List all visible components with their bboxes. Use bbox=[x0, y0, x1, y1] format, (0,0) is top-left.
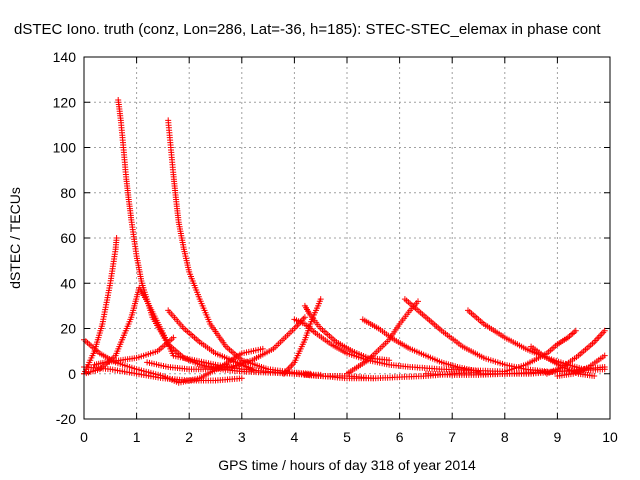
x-tick-label: 6 bbox=[396, 429, 404, 445]
series-arc3 bbox=[165, 117, 314, 377]
x-tick-labels: 0 1 2 3 4 5 6 7 8 9 10 bbox=[80, 429, 618, 445]
series-markers bbox=[475, 366, 608, 377]
plot-frame bbox=[83, 56, 611, 420]
x-tick-label: 10 bbox=[602, 429, 618, 445]
x-tick-label: 3 bbox=[238, 429, 246, 445]
x-tick-label: 5 bbox=[343, 429, 351, 445]
series-arc12 bbox=[280, 296, 324, 377]
data-points bbox=[81, 97, 608, 386]
series-markers bbox=[301, 302, 393, 364]
series-arc11 bbox=[301, 302, 393, 364]
series-markers bbox=[165, 117, 314, 377]
x-tick-label: 1 bbox=[133, 429, 141, 445]
series-arc7 bbox=[165, 307, 256, 373]
series-arc10 bbox=[291, 316, 508, 375]
y-tick-label: 120 bbox=[53, 94, 77, 110]
series-markers bbox=[344, 298, 421, 377]
x-tick-label: 2 bbox=[185, 429, 193, 445]
series-markers bbox=[543, 327, 608, 377]
series-markers bbox=[280, 296, 324, 377]
x-tick-label: 9 bbox=[554, 429, 562, 445]
series-markers bbox=[291, 316, 508, 375]
series-markers bbox=[165, 307, 256, 373]
y-tick-label: -20 bbox=[56, 411, 76, 427]
x-axis-label: GPS time / hours of day 318 of year 2014 bbox=[218, 457, 476, 473]
series-arc15 bbox=[344, 298, 421, 377]
x-tick-label: 7 bbox=[448, 429, 456, 445]
x-tick-label: 4 bbox=[291, 429, 299, 445]
y-tick-label: 100 bbox=[53, 140, 77, 156]
y-tick-label: 0 bbox=[68, 366, 76, 382]
series-markers bbox=[144, 314, 308, 373]
y-tick-label: 60 bbox=[60, 230, 76, 246]
y-tick-label: 80 bbox=[60, 185, 76, 201]
series-markers bbox=[91, 334, 177, 368]
y-tick-labels: -20 0 20 40 60 80 100 120 140 bbox=[53, 49, 77, 427]
y-tick-label: 140 bbox=[53, 49, 77, 65]
y-tick-label: 20 bbox=[60, 321, 76, 337]
series-arc6 bbox=[91, 334, 177, 368]
x-tick-label: 0 bbox=[80, 429, 88, 445]
chart-title: dSTEC Iono. truth (conz, Lon=286, Lat=-3… bbox=[14, 21, 601, 38]
series-arc21 bbox=[543, 327, 608, 377]
x-tick-label: 8 bbox=[501, 429, 509, 445]
y-tick-label: 40 bbox=[60, 275, 76, 291]
series-arc9 bbox=[144, 314, 308, 373]
series-arc14 bbox=[359, 316, 482, 375]
series-arc23 bbox=[475, 366, 608, 377]
grid bbox=[84, 57, 610, 419]
series-markers bbox=[359, 316, 482, 375]
y-axis-label: dSTEC / TECUs bbox=[7, 187, 23, 289]
